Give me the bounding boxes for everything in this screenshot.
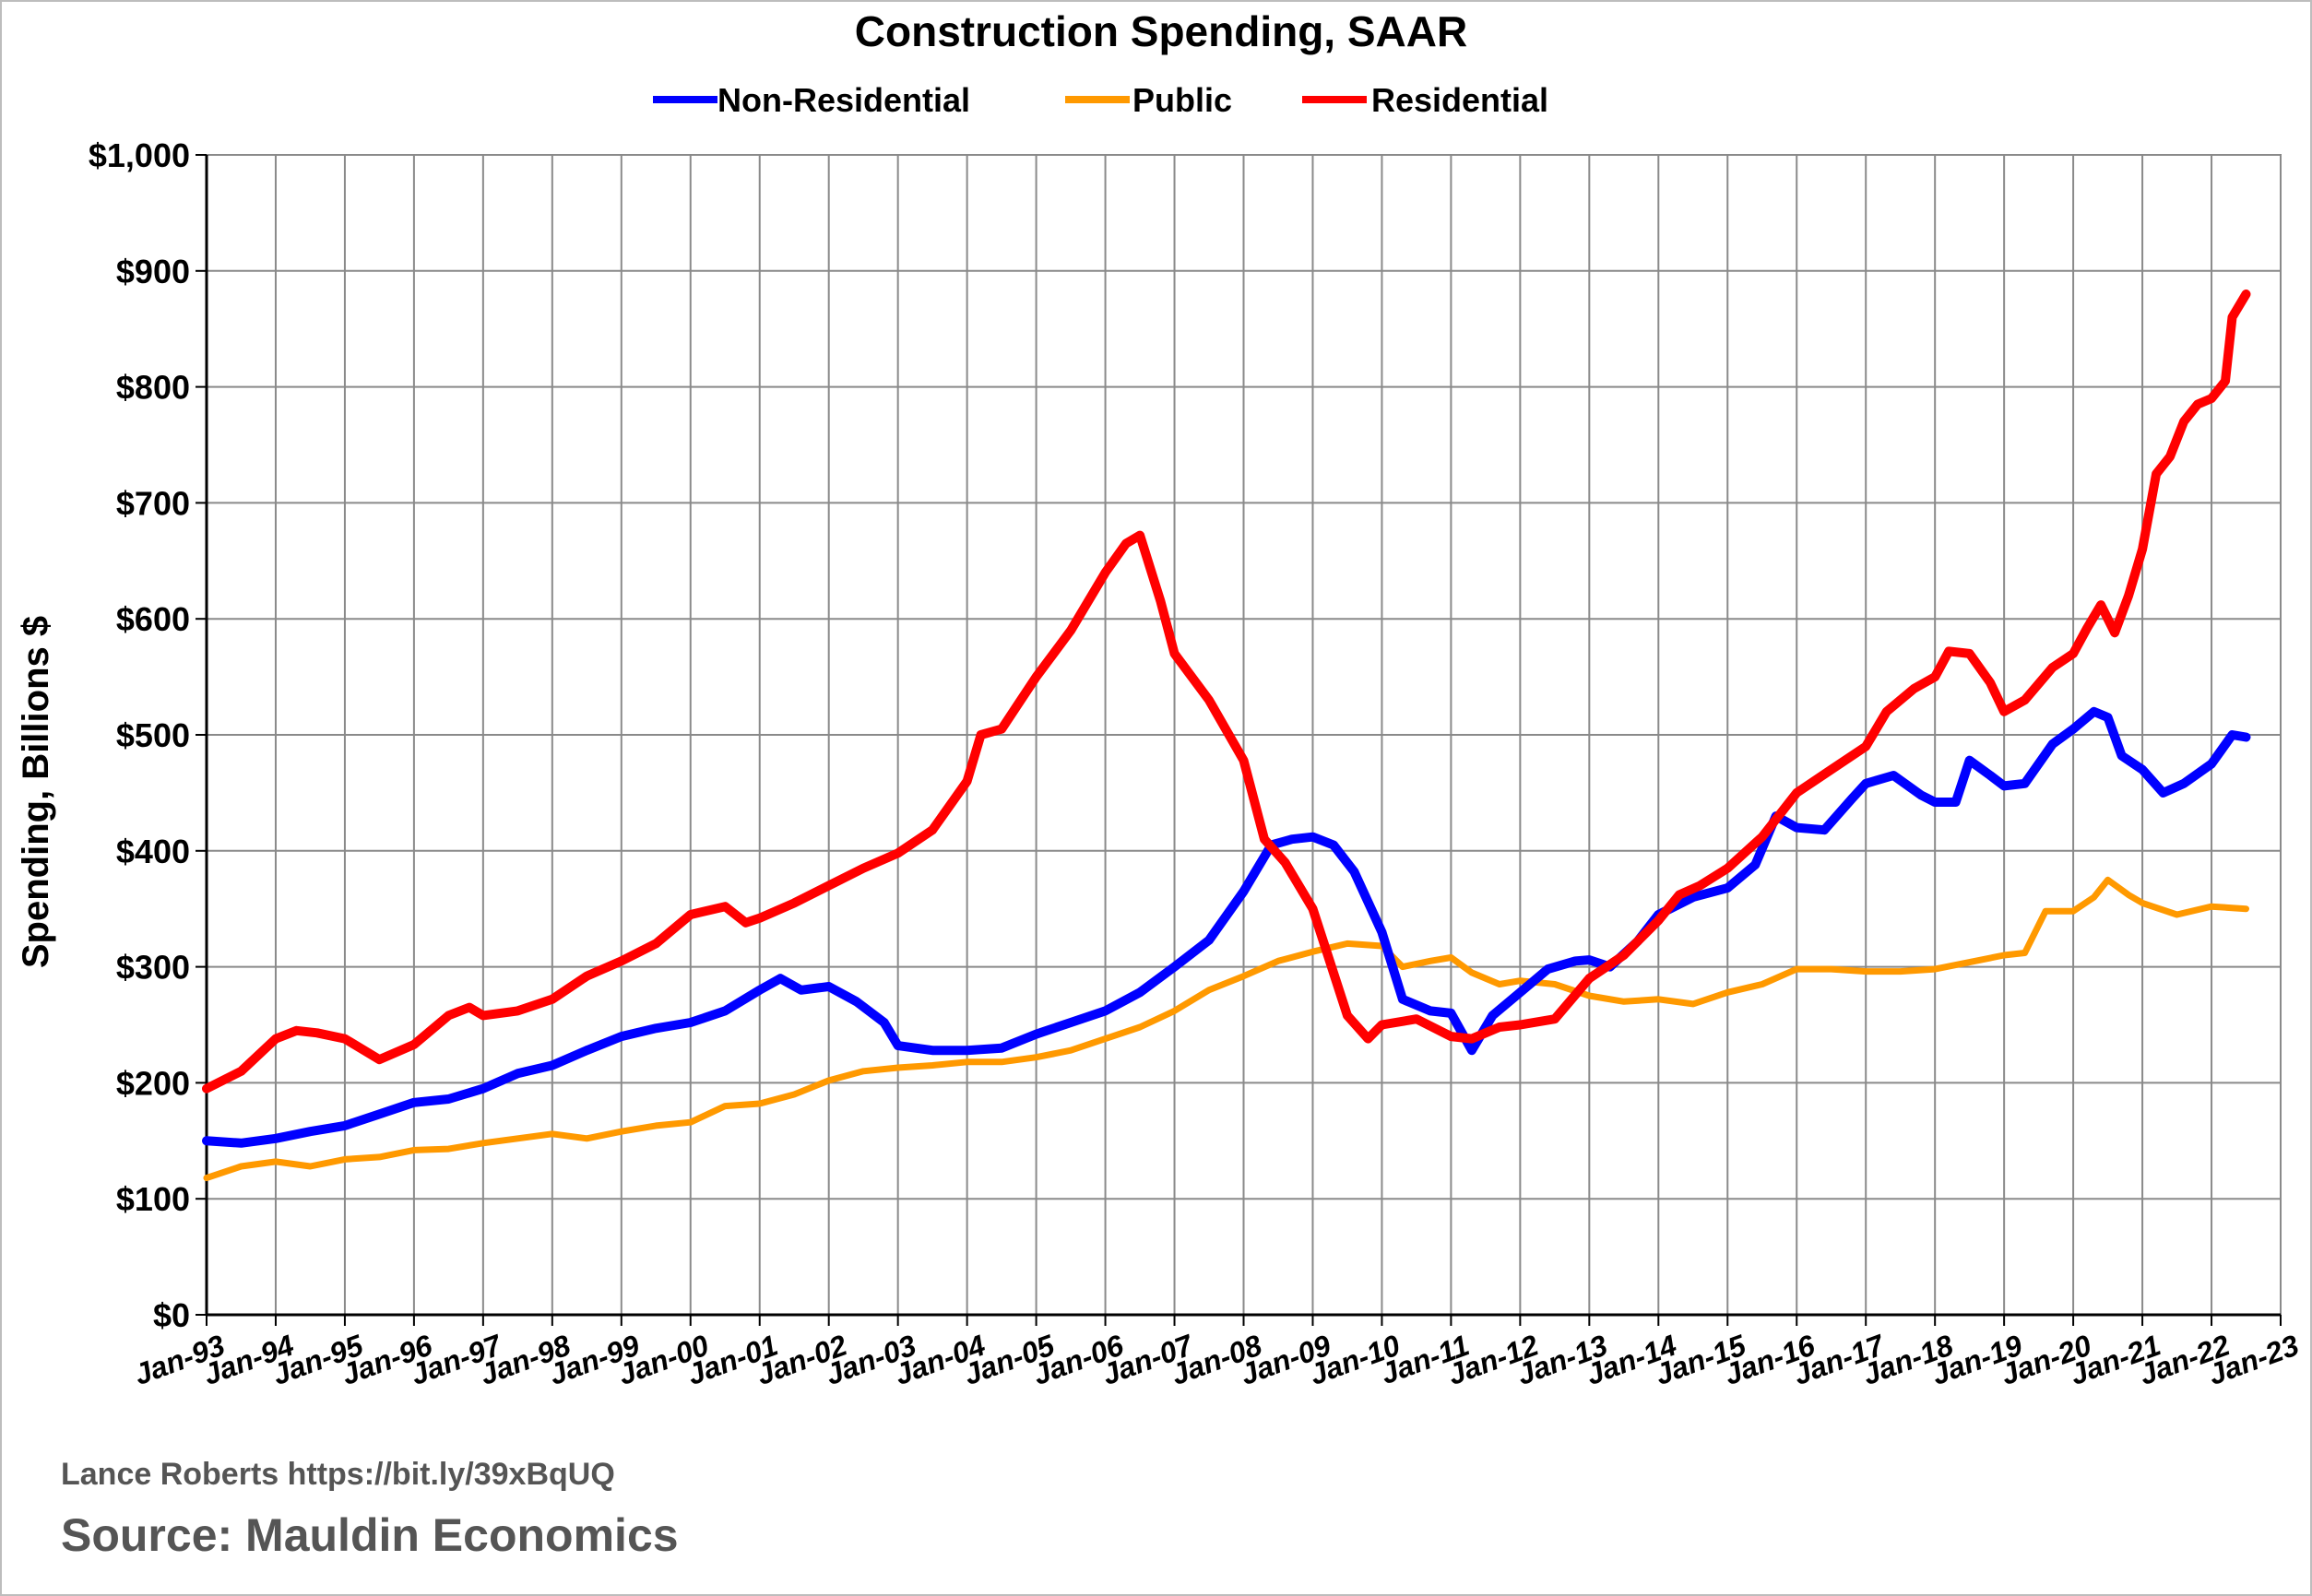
series-line-residential xyxy=(202,290,2251,1094)
y-tick-label: $1,000 xyxy=(89,136,190,174)
series-line-public xyxy=(203,876,2249,1182)
y-tick-label: $100 xyxy=(116,1180,190,1218)
chart-title: Construction Spending, SAAR xyxy=(855,7,1467,55)
y-tick-label: $400 xyxy=(116,833,190,870)
series-line-non-residential xyxy=(202,706,2251,1148)
y-tick-label: $900 xyxy=(116,253,190,290)
legend-label-residential: Residential xyxy=(1371,81,1548,119)
legend-label-non-residential: Non-Residential xyxy=(717,81,970,119)
y-tick-label: $700 xyxy=(116,484,190,522)
legend-label-public: Public xyxy=(1132,81,1232,119)
source-note: Source: Mauldin Economics xyxy=(61,1509,679,1561)
y-tick-label: $500 xyxy=(116,716,190,754)
y-axis-label: Spending, Billions $ xyxy=(16,616,56,968)
y-tick-label: $600 xyxy=(116,600,190,638)
y-tick-label: $800 xyxy=(116,369,190,407)
y-tick-label: $300 xyxy=(116,949,190,987)
legend: Non-Residential Public Residential xyxy=(653,81,1548,119)
plot-area: $0 $100 $200 $300 $400 $500 $600 $700 $800 $900 $1… xyxy=(89,136,2304,1391)
y-tick-label: $200 xyxy=(116,1064,190,1102)
author-credit: Lance Roberts https://bit.ly/39xBqUQ xyxy=(61,1457,615,1492)
y-tick-label: $0 xyxy=(153,1296,190,1334)
